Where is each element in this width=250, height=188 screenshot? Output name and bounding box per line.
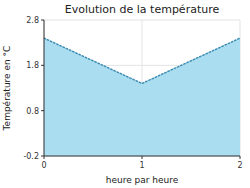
y-axis-line	[44, 20, 45, 156]
y-tick-label: -0.2	[23, 152, 39, 161]
chart-container: 0 1 2 -0.2 0.8 1.8 2.8 Evolution de la températ…	[0, 0, 250, 188]
grid	[44, 20, 240, 156]
x-axis-label: heure par heure	[106, 175, 179, 185]
x-tick-label: 0	[41, 161, 46, 170]
x-tick	[142, 156, 143, 159]
plot-area	[44, 38, 240, 156]
y-tick-label: 2.8	[26, 16, 39, 25]
area	[44, 38, 240, 156]
chart-svg: 0 1 2 -0.2 0.8 1.8 2.8 Evolution de la températ…	[0, 0, 250, 188]
background	[0, 0, 250, 188]
y-tick-label: 1.8	[26, 61, 39, 70]
line	[44, 38, 240, 83]
x-tick-label: 1	[139, 161, 144, 170]
grid-line-x	[44, 20, 45, 156]
y-tick	[41, 20, 44, 21]
y-tick-label: 0.8	[26, 107, 39, 116]
y-tick	[41, 156, 44, 157]
x-tick-label: 2	[237, 161, 242, 170]
x-tick	[240, 156, 241, 159]
y-axis-label: Température en °C	[2, 46, 12, 132]
y-tick	[41, 65, 44, 66]
y-tick	[41, 110, 44, 111]
title: Evolution de la température	[65, 3, 220, 16]
